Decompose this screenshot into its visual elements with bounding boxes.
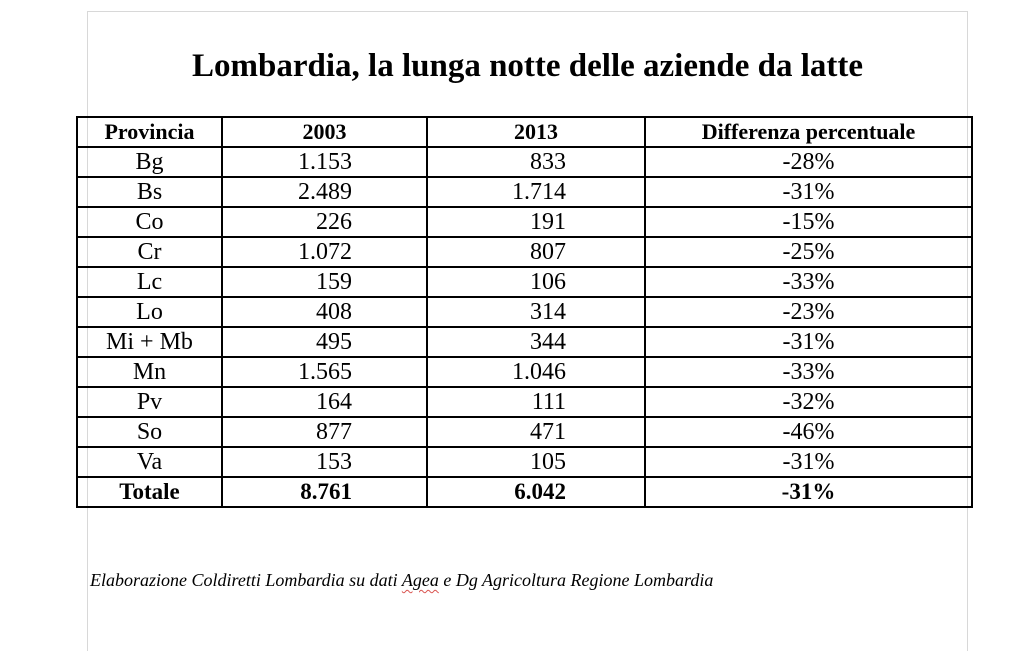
cell-provincia: Pv bbox=[76, 386, 223, 418]
cell-differenza: -32% bbox=[644, 386, 973, 418]
data-table: Provincia 2003 2013 Differenza percentua… bbox=[76, 116, 973, 508]
table-row: So 877 471 -46% bbox=[76, 416, 973, 448]
cell-2003: 164 bbox=[221, 386, 428, 418]
source-note: Elaborazione Coldiretti Lombardia su dat… bbox=[90, 568, 713, 592]
cell-differenza: -15% bbox=[644, 206, 973, 238]
cell-differenza: -46% bbox=[644, 416, 973, 448]
cell-provincia: So bbox=[76, 416, 223, 448]
cell-provincia: Bs bbox=[76, 176, 223, 208]
total-label: Totale bbox=[76, 476, 223, 508]
table-row: Lc 159 106 -33% bbox=[76, 266, 973, 298]
cell-differenza: -28% bbox=[644, 146, 973, 178]
cell-2003: 1.072 bbox=[221, 236, 428, 268]
source-text-before: Elaborazione Coldiretti Lombardia su dat… bbox=[90, 570, 402, 590]
header-2013: 2013 bbox=[426, 116, 646, 148]
cell-provincia: Cr bbox=[76, 236, 223, 268]
table-header-row: Provincia 2003 2013 Differenza percentua… bbox=[76, 116, 973, 148]
cell-2013: 105 bbox=[426, 446, 646, 478]
cell-2013: 833 bbox=[426, 146, 646, 178]
table-row: Cr 1.072 807 -25% bbox=[76, 236, 973, 268]
cell-2013: 106 bbox=[426, 266, 646, 298]
cell-2003: 495 bbox=[221, 326, 428, 358]
cell-differenza: -33% bbox=[644, 356, 973, 388]
cell-2013: 807 bbox=[426, 236, 646, 268]
spellcheck-flagged-word: Agea bbox=[401, 570, 439, 590]
total-differenza: -31% bbox=[644, 476, 973, 508]
cell-2013: 1.714 bbox=[426, 176, 646, 208]
table-row: Mi + Mb 495 344 -31% bbox=[76, 326, 973, 358]
document-title: Lombardia, la lunga notte delle aziende … bbox=[192, 48, 863, 84]
header-differenza: Differenza percentuale bbox=[644, 116, 973, 148]
cell-2013: 111 bbox=[426, 386, 646, 418]
cell-provincia: Bg bbox=[76, 146, 223, 178]
cell-2003: 153 bbox=[221, 446, 428, 478]
cell-2013: 1.046 bbox=[426, 356, 646, 388]
cell-2003: 1.565 bbox=[221, 356, 428, 388]
cell-2003: 1.153 bbox=[221, 146, 428, 178]
cell-2003: 159 bbox=[221, 266, 428, 298]
cell-provincia: Lc bbox=[76, 266, 223, 298]
cell-2003: 226 bbox=[221, 206, 428, 238]
cell-provincia: Mn bbox=[76, 356, 223, 388]
cell-2003: 408 bbox=[221, 296, 428, 328]
cell-provincia: Lo bbox=[76, 296, 223, 328]
table-row: Bg 1.153 833 -28% bbox=[76, 146, 973, 178]
cell-differenza: -31% bbox=[644, 326, 973, 358]
cell-differenza: -25% bbox=[644, 236, 973, 268]
cell-2003: 877 bbox=[221, 416, 428, 448]
cell-differenza: -31% bbox=[644, 446, 973, 478]
cell-provincia: Co bbox=[76, 206, 223, 238]
table-body: Bg 1.153 833 -28% Bs 2.489 1.714 -31% Co… bbox=[76, 146, 973, 508]
total-2013: 6.042 bbox=[426, 476, 646, 508]
cell-2013: 314 bbox=[426, 296, 646, 328]
table-row: Co 226 191 -15% bbox=[76, 206, 973, 238]
table-row: Bs 2.489 1.714 -31% bbox=[76, 176, 973, 208]
table-row: Va 153 105 -31% bbox=[76, 446, 973, 478]
cell-differenza: -33% bbox=[644, 266, 973, 298]
source-text-after: e Dg Agricoltura Regione Lombardia bbox=[438, 570, 714, 590]
table-row: Lo 408 314 -23% bbox=[76, 296, 973, 328]
cell-2003: 2.489 bbox=[221, 176, 428, 208]
cell-differenza: -23% bbox=[644, 296, 973, 328]
table-total-row: Totale 8.761 6.042 -31% bbox=[76, 476, 973, 508]
cell-provincia: Mi + Mb bbox=[76, 326, 223, 358]
cell-provincia: Va bbox=[76, 446, 223, 478]
table-row: Mn 1.565 1.046 -33% bbox=[76, 356, 973, 388]
total-2003: 8.761 bbox=[221, 476, 428, 508]
header-provincia: Provincia bbox=[76, 116, 223, 148]
table-row: Pv 164 111 -32% bbox=[76, 386, 973, 418]
cell-differenza: -31% bbox=[644, 176, 973, 208]
cell-2013: 344 bbox=[426, 326, 646, 358]
cell-2013: 471 bbox=[426, 416, 646, 448]
header-2003: 2003 bbox=[221, 116, 428, 148]
cell-2013: 191 bbox=[426, 206, 646, 238]
